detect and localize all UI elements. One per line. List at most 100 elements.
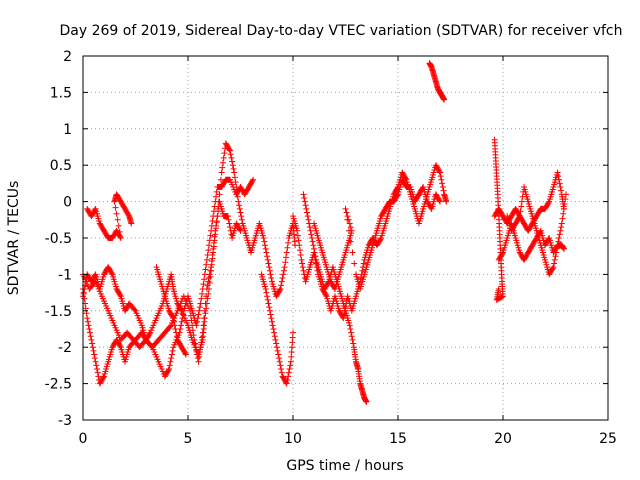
- data-point: [218, 169, 225, 176]
- data-point: [558, 220, 565, 227]
- data-point: [210, 245, 217, 252]
- data-point: [303, 205, 310, 212]
- data-point: [205, 278, 212, 285]
- data-point: [188, 317, 195, 324]
- data-point: [278, 278, 285, 285]
- data-point: [306, 224, 313, 231]
- data-point: [169, 313, 176, 320]
- data-point: [560, 210, 567, 217]
- data-point: [264, 256, 271, 263]
- data-point: [299, 264, 306, 271]
- data-point: [192, 340, 198, 347]
- data-point: [112, 204, 119, 211]
- data-point: [213, 188, 220, 195]
- data-point: [266, 307, 273, 314]
- data-point: [87, 333, 94, 340]
- data-point: [346, 220, 353, 227]
- data-point: [171, 318, 177, 325]
- data-point: [195, 311, 202, 318]
- data-point: [172, 326, 179, 332]
- data-point: [553, 245, 560, 252]
- data-point: [495, 285, 502, 292]
- y-tick-label: -2: [58, 340, 72, 356]
- series-track-k: [491, 136, 506, 303]
- data-point: [187, 312, 194, 319]
- data-point: [178, 318, 185, 325]
- data-point: [236, 226, 243, 233]
- series-track-f: [258, 271, 296, 387]
- data-point: [359, 267, 366, 274]
- data-point: [80, 290, 87, 297]
- data-point: [167, 323, 174, 330]
- data-point: [419, 185, 426, 192]
- data-point: [275, 351, 282, 358]
- data-point: [305, 216, 312, 223]
- data-point: [283, 249, 290, 256]
- data-point: [300, 267, 307, 274]
- data-points: [80, 60, 569, 405]
- data-point: [276, 358, 283, 365]
- data-point: [308, 231, 315, 238]
- chart-title: Day 269 of 2019, Sidereal Day-to-day VTE…: [59, 23, 622, 39]
- data-point: [277, 362, 284, 369]
- data-point: [263, 289, 270, 296]
- data-point: [296, 242, 303, 249]
- data-point: [346, 322, 353, 329]
- data-point: [114, 216, 121, 223]
- data-point: [94, 369, 101, 376]
- data-point: [563, 191, 569, 198]
- data-point: [84, 318, 91, 325]
- data-point: [249, 177, 256, 184]
- data-point: [276, 355, 282, 362]
- data-point: [436, 168, 443, 175]
- data-point: [304, 213, 311, 220]
- data-point: [309, 238, 316, 245]
- x-tick-label: 25: [599, 431, 617, 447]
- data-point: [278, 369, 285, 376]
- data-point: [554, 169, 561, 176]
- data-point: [89, 340, 96, 347]
- data-point: [113, 210, 120, 217]
- data-point: [311, 245, 317, 252]
- data-point: [230, 165, 237, 172]
- data-point: [351, 260, 358, 267]
- data-point: [394, 192, 401, 199]
- data-point: [343, 209, 350, 216]
- x-tick-label: 15: [389, 431, 407, 447]
- data-point: [203, 293, 210, 300]
- data-point: [262, 242, 268, 249]
- series-track-i: [311, 176, 443, 292]
- data-point: [229, 162, 236, 169]
- data-point: [220, 154, 227, 161]
- data-point: [274, 347, 281, 354]
- data-point: [196, 307, 203, 314]
- data-point: [551, 260, 558, 267]
- data-point: [550, 264, 557, 271]
- data-point: [347, 224, 354, 231]
- y-tick-label: -1.5: [45, 304, 72, 320]
- data-point: [204, 282, 211, 289]
- data-point: [207, 267, 214, 274]
- data-point: [198, 295, 205, 302]
- data-point: [557, 184, 564, 191]
- data-point: [117, 292, 124, 299]
- data-point: [537, 228, 544, 235]
- data-point: [228, 154, 235, 161]
- series-track-j: [426, 60, 448, 103]
- data-point: [84, 315, 91, 322]
- data-point: [310, 242, 317, 249]
- data-point: [271, 329, 278, 336]
- data-point: [173, 329, 180, 336]
- data-point: [213, 222, 219, 229]
- data-point: [298, 256, 305, 263]
- data-point: [219, 164, 226, 171]
- data-point: [277, 285, 284, 292]
- data-point: [196, 353, 203, 360]
- data-point: [266, 267, 273, 274]
- data-point: [206, 237, 213, 244]
- data-point: [207, 232, 214, 239]
- data-point: [236, 205, 243, 212]
- data-point: [262, 285, 269, 292]
- data-point: [206, 271, 213, 278]
- data-point: [115, 222, 122, 229]
